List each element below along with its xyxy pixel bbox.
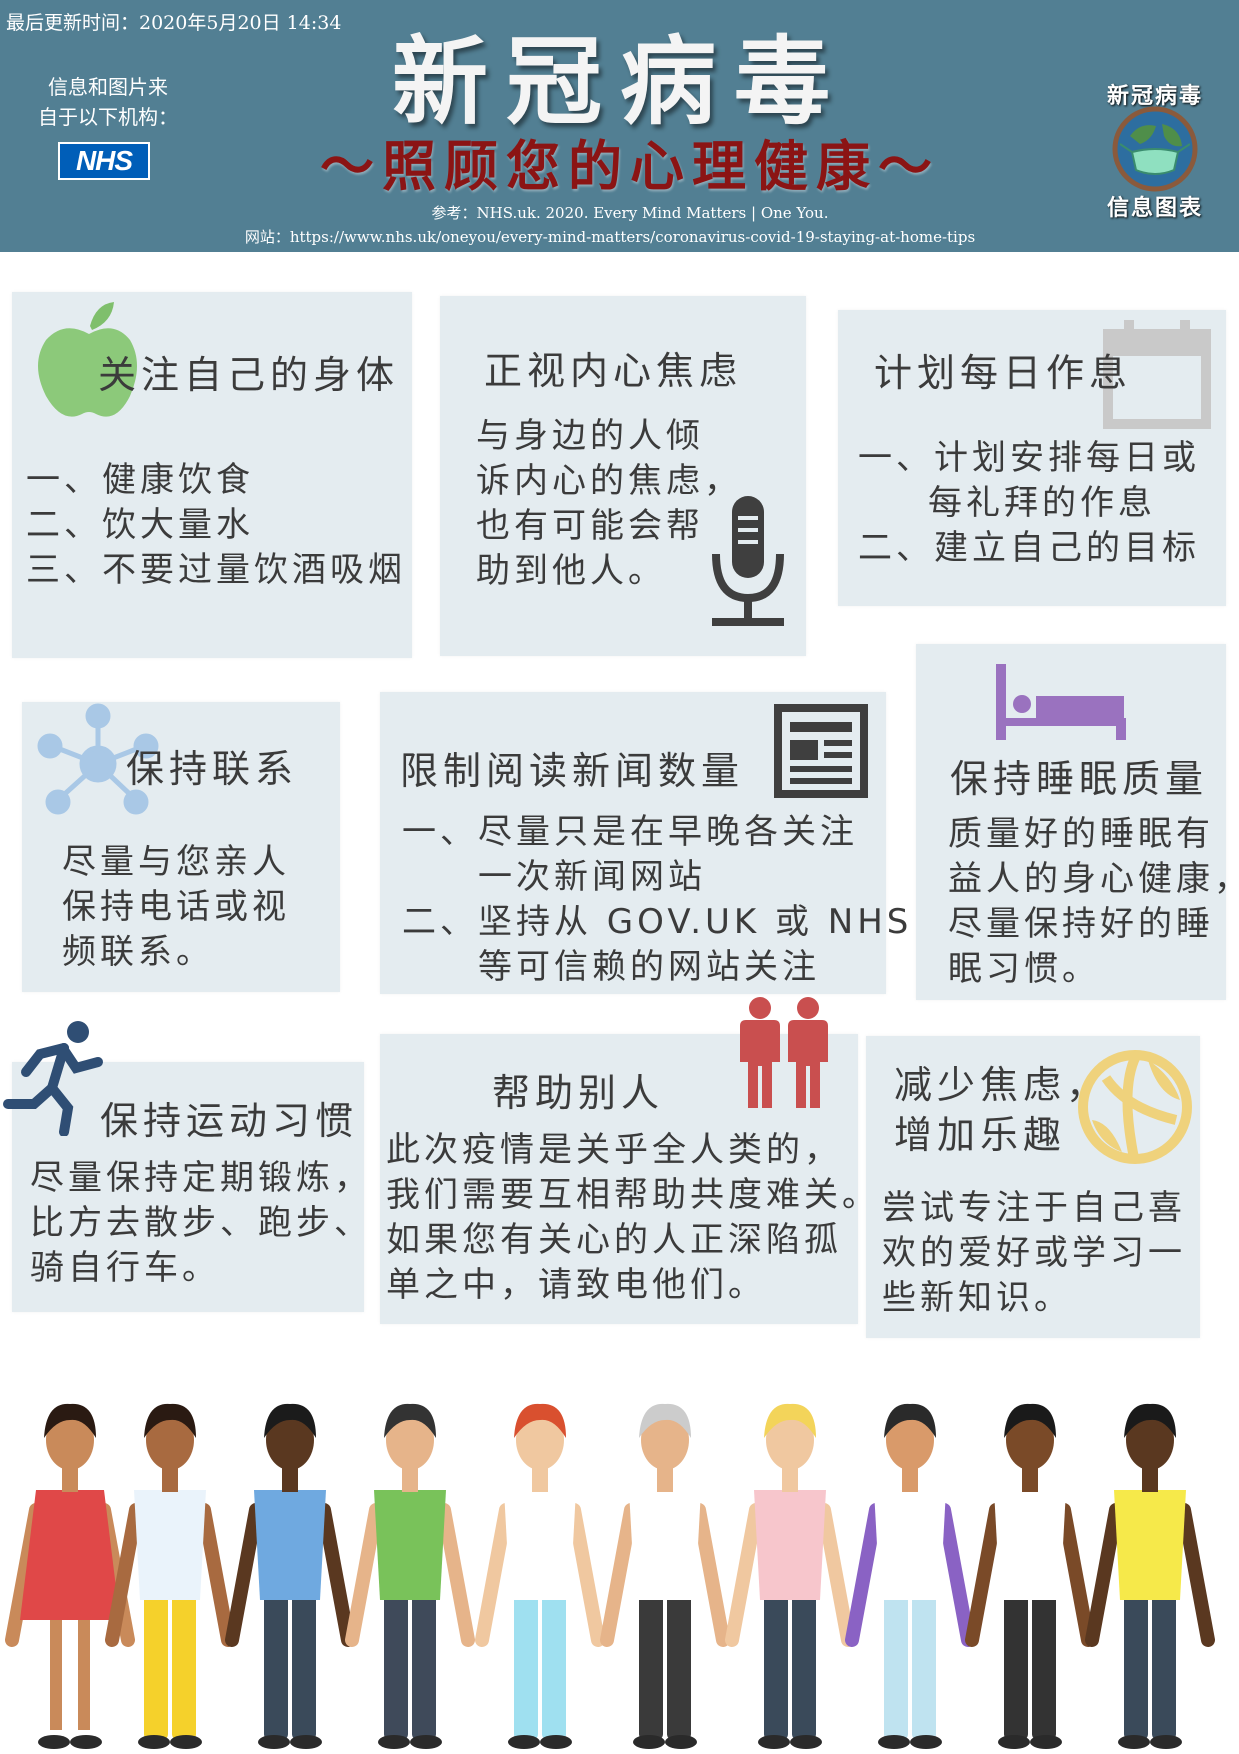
text-line: 与身边的人倾 [476,416,704,456]
list-item-continued: 一次新闻网站 [478,857,706,897]
network-icon [37,703,159,815]
text-line: 助到他人。 [476,551,666,591]
card-title: 正视内心焦虑 [484,349,743,393]
website-line: 网站：https://www.nhs.uk/oneyou/every-mind-… [244,228,976,246]
card-title: 关注自己的身体 [98,353,400,397]
list-item: 一、健康饮食 [26,460,254,500]
text-line: 单之中，请致电他们。 [386,1265,766,1305]
card-news: 限制阅读新闻数量 一、尽量只是在早晚各关注 一次新闻网站 二、坚持从 GOV.U… [380,692,908,994]
list-item: 一、计划安排每日或 [858,438,1200,478]
person-figure [725,1403,855,1749]
text-line: 尽量与您亲人 [62,842,290,882]
source-line-2: 自于以下机构： [38,105,178,129]
apple-icon [38,302,137,417]
text-line: 尝试专注于自己喜 [882,1188,1186,1228]
source-line-1: 信息和图片来 [48,75,168,99]
person-figure [5,1403,135,1749]
text-line: 尽量保持好的睡 [948,904,1214,944]
text-line: 尽量保持定期锻炼， [30,1158,372,1198]
beach-ball-icon [1078,1050,1192,1164]
card-reduce-anxiety: 减少焦虑， 增加乐趣 尝试专注于自己喜 欢的爱好或学习一 些新知识。 [866,1036,1200,1338]
last-updated: 最后更新时间：2020年5月20日 14:34 [6,12,342,34]
reference-line: 参考：NHS.uk. 2020. Every Mind Matters | On… [431,204,829,222]
card-body-text: 一、计划安排每日或 每礼拜的作息 二、建立自己的目标 [858,436,1200,571]
text-line: 益人的身心健康， [948,859,1239,899]
card-title: 帮助别人 [492,1071,665,1115]
logo-bottom-text: 信息图表 [1106,195,1203,221]
text-line: 些新知识。 [882,1278,1072,1318]
text-line: 骑自行车。 [30,1248,220,1288]
text-line: 质量好的睡眠有 [948,814,1214,854]
card-title: 计划每日作息 [874,351,1133,395]
list-item-continued: 每礼拜的作息 [928,483,1156,523]
list-item: 一、尽量只是在早晚各关注 [402,812,858,852]
text-line: 也有可能会帮 [476,506,704,546]
text-line: 比方去散步、跑步、 [30,1203,372,1243]
card-body-text: 此次疫情是关乎全人类的， 我们需要互相帮助共度难关。 如果您有关心的人正深陷孤 … [386,1128,880,1308]
person-figure [600,1403,730,1749]
card-title: 限制阅读新闻数量 [400,749,745,793]
person-figure [475,1403,605,1749]
person-figure [965,1403,1095,1749]
card-body-text: 与身边的人倾 诉内心的焦虑， 也有可能会帮 助到他人。 [476,414,742,594]
people-holding-hands-illustration [5,1403,1215,1749]
text-line: 我们需要互相帮助共度难关。 [386,1175,880,1215]
text-line: 保持电话或视 [62,887,290,927]
card-title: 保持运动习惯 [100,1099,359,1143]
text-line: 诉内心的焦虑， [476,461,742,501]
person-figure [845,1403,975,1749]
card-body-text: 一、健康饮食 二、饮大量水 三、不要过量饮酒吸烟 [26,458,406,593]
source-caption: 信息和图片来 自于以下机构： [28,72,188,132]
card-exercise: 保持运动习惯 尽量保持定期锻炼， 比方去散步、跑步、 骑自行车。 [12,1062,368,1312]
bed-icon [996,664,1126,740]
calendar-icon [1103,320,1211,429]
card-body-text: 尽量与您亲人 保持电话或视 频联系。 [62,840,290,975]
list-item: 二、坚持从 GOV.UK 或 NHS [402,902,913,942]
runner-icon [3,1021,103,1136]
page-title: 新冠病毒 [392,25,848,138]
list-item: 三、不要过量饮酒吸烟 [26,550,406,590]
two-people-icon [740,997,828,1108]
card-title: 保持联系 [126,747,299,791]
list-item: 二、饮大量水 [26,505,254,545]
nhs-logo: NHS [58,142,150,180]
microphone-icon [712,496,784,626]
text-line: 此次疫情是关乎全人类的， [386,1130,842,1170]
globe-mask-icon [1112,106,1198,192]
newspaper-icon [774,704,868,798]
card-title: 保持睡眠质量 [950,757,1209,801]
header-banner: 最后更新时间：2020年5月20日 14:34 信息和图片来 自于以下机构： N… [0,0,1239,252]
card-body-text: 尽量保持定期锻炼， 比方去散步、跑步、 骑自行车。 [30,1156,372,1291]
card-help-others: 帮助别人 此次疫情是关乎全人类的， 我们需要互相帮助共度难关。 如果您有关心的人… [380,1034,876,1324]
text-line: 如果您有关心的人正深陷孤 [386,1220,842,1260]
page-subtitle: ～照顾您的心理健康～ [320,134,940,198]
text-line: 频联系。 [62,932,214,972]
card-anxiety: 正视内心焦虑 与身边的人倾 诉内心的焦虑， 也有可能会帮 助到他人。 [440,296,806,656]
card-sleep: 保持睡眠质量 质量好的睡眠有 益人的身心健康， 尽量保持好的睡 眠习惯。 [916,644,1239,1000]
card-body-care: 关注自己的身体 一、健康饮食 二、饮大量水 三、不要过量饮酒吸烟 [12,292,412,658]
card-body-text: 尝试专注于自己喜 欢的爱好或学习一 些新知识。 [882,1186,1186,1321]
card-connect: 保持联系 尽量与您亲人 保持电话或视 频联系。 [22,702,340,992]
card-body-text: 质量好的睡眠有 益人的身心健康， 尽量保持好的睡 眠习惯。 [948,812,1239,992]
person-figure [105,1403,235,1749]
card-daily-plan: 计划每日作息 一、计划安排每日或 每礼拜的作息 二、建立自己的目标 [838,310,1226,606]
person-figure [1085,1403,1215,1749]
person-figure [345,1403,475,1749]
text-line: 眠习惯。 [948,949,1100,989]
text-line: 欢的爱好或学习一 [882,1233,1186,1273]
person-figure [225,1403,355,1749]
card-title-line-1: 减少焦虑， [894,1063,1110,1107]
card-title-line-2: 增加乐趣 [894,1113,1067,1157]
list-item-continued: 等可信赖的网站关注 [478,947,820,987]
infographic-logo: 新冠病毒 信息图表 [1090,78,1220,221]
logo-top-text: 新冠病毒 [1106,83,1203,109]
card-body-text: 一、尽量只是在早晚各关注 一次新闻网站 二、坚持从 GOV.UK 或 NHS 等… [402,810,912,990]
list-item: 二、建立自己的目标 [858,528,1200,568]
